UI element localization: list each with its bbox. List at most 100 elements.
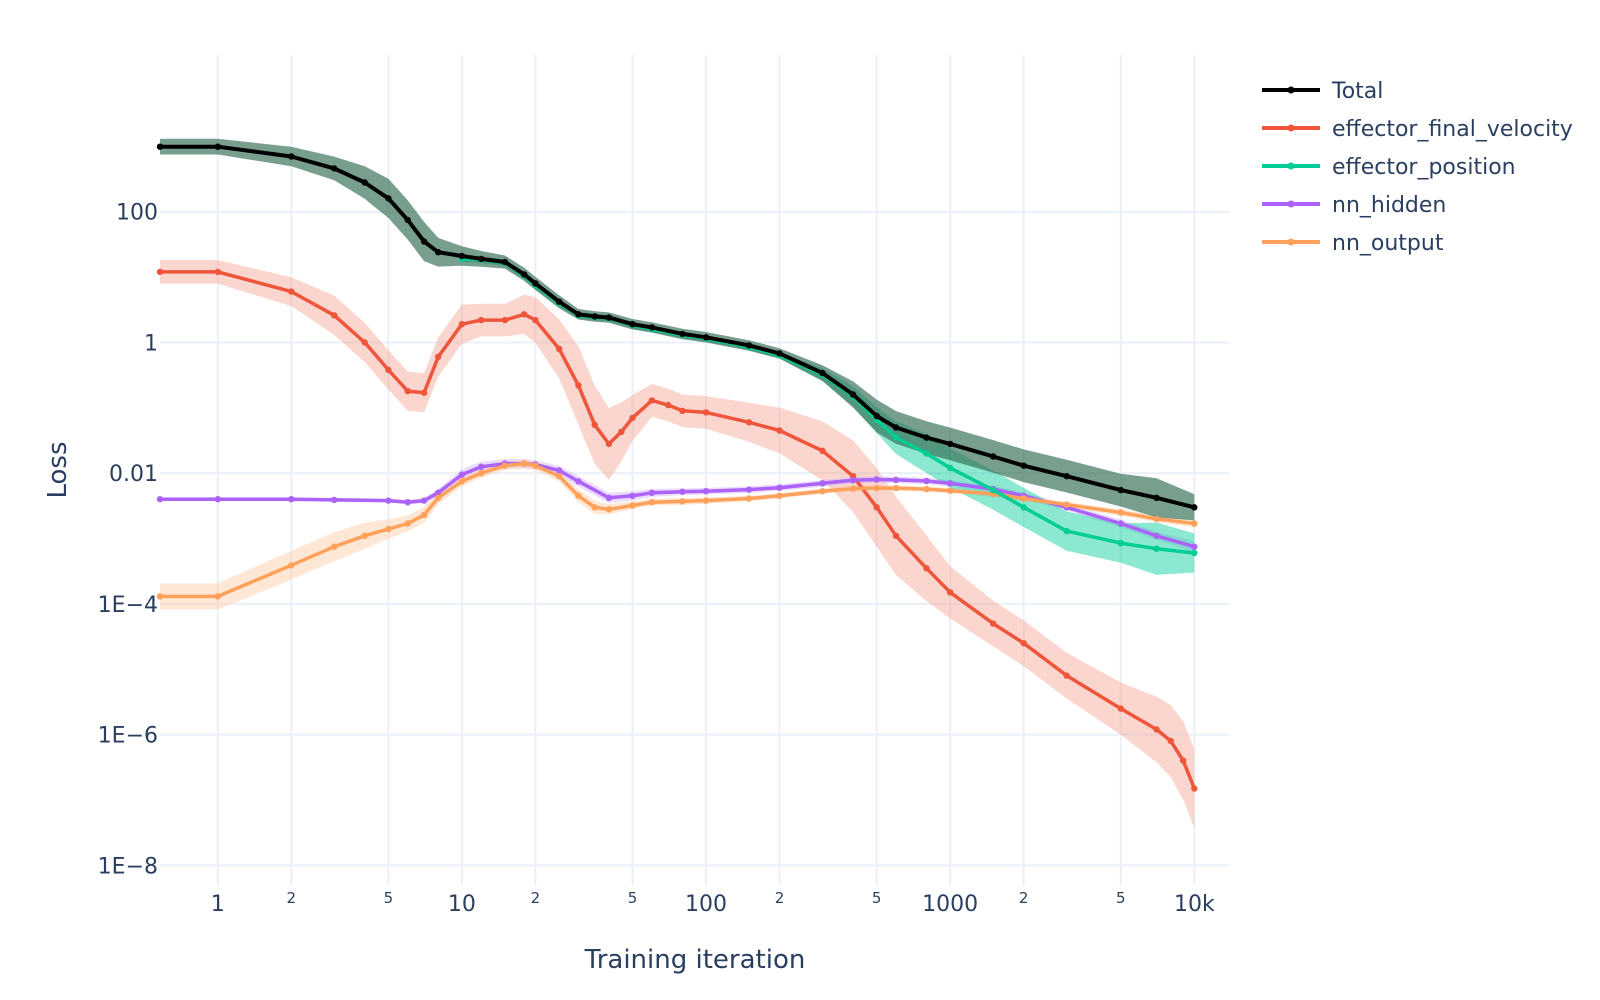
data-point-effector-final-velocity <box>420 389 428 396</box>
data-point-effector-final-velocity <box>1180 757 1187 764</box>
data-point-nn-hidden <box>575 478 582 485</box>
data-point-nn-hidden <box>648 489 656 496</box>
data-point-nn-output <box>501 462 509 469</box>
data-point-nn-output <box>331 543 338 550</box>
data-point-nn-hidden <box>435 489 442 496</box>
data-point-nn-hidden <box>819 480 826 487</box>
data-point-effector-final-velocity <box>1153 726 1160 733</box>
x-tick-minor-label: 2 <box>1019 889 1029 907</box>
data-point-Total <box>990 453 997 460</box>
legend-item-Total[interactable]: Total <box>1262 79 1383 104</box>
data-point-effector-final-velocity <box>288 288 295 295</box>
data-point-effector-position <box>1063 527 1070 535</box>
data-point-nn-hidden <box>629 492 636 499</box>
data-point-effector-final-velocity <box>156 268 164 276</box>
y-tick-label: 1E−8 <box>98 854 158 879</box>
data-point-nn-hidden <box>1191 543 1198 550</box>
data-point-Total <box>214 143 221 150</box>
x-tick-label: 100 <box>685 892 727 917</box>
data-point-nn-hidden <box>679 488 686 495</box>
data-point-effector-final-velocity <box>923 565 930 572</box>
data-point-effector-final-velocity <box>532 316 539 324</box>
data-point-Total <box>420 238 428 245</box>
legend-item-effector-position[interactable]: effector_position <box>1262 155 1516 180</box>
data-point-nn-output <box>629 502 636 509</box>
data-point-Total <box>1153 494 1160 501</box>
data-point-nn-hidden <box>892 476 900 484</box>
data-point-Total <box>555 298 563 305</box>
data-point-effector-position <box>923 450 930 457</box>
data-point-effector-position <box>1191 549 1198 557</box>
data-point-Total <box>156 143 164 150</box>
data-point-nn-output <box>385 525 392 533</box>
data-point-effector-position <box>947 464 954 472</box>
data-point-nn-hidden <box>776 484 783 491</box>
data-point-Total <box>923 434 930 441</box>
x-tick-minor-label: 2 <box>775 889 785 907</box>
series-line-nn-hidden <box>158 461 1197 549</box>
y-tick-label: 1 <box>144 331 158 356</box>
y-axis-title: Loss <box>43 441 73 498</box>
data-point-nn-output <box>214 593 221 600</box>
data-point-Total <box>1020 462 1027 469</box>
data-point-effector-final-velocity <box>521 311 528 318</box>
legend-swatch-marker <box>1287 86 1295 94</box>
data-point-effector-final-velocity <box>361 339 368 346</box>
data-point-Total <box>679 330 686 338</box>
data-point-Total <box>819 369 826 377</box>
data-point-effector-final-velocity <box>605 440 613 448</box>
data-point-nn-hidden <box>849 477 857 484</box>
x-tick-label: 1 <box>211 892 225 917</box>
data-point-effector-position <box>1117 539 1125 547</box>
data-point-effector-position <box>892 434 900 441</box>
data-point-Total <box>288 153 295 160</box>
y-tick-label: 1E−4 <box>98 593 158 618</box>
data-point-nn-hidden <box>404 499 411 506</box>
data-point-nn-hidden <box>458 471 466 478</box>
legend-item-nn-hidden[interactable]: nn_hidden <box>1262 193 1446 218</box>
data-point-nn-hidden <box>478 463 485 470</box>
data-point-effector-final-velocity <box>1020 640 1027 647</box>
y-tick-label: 100 <box>116 201 158 226</box>
x-tick-label: 1000 <box>922 892 978 917</box>
data-point-Total <box>435 249 442 256</box>
data-point-nn-output <box>947 487 954 494</box>
data-point-effector-final-velocity <box>819 447 826 454</box>
legend-item-nn-output[interactable]: nn_output <box>1262 231 1444 256</box>
data-point-nn-output <box>776 492 783 499</box>
data-point-Total <box>361 179 368 186</box>
data-point-nn-output <box>679 498 686 505</box>
data-point-nn-output <box>648 499 656 506</box>
data-point-Total <box>385 195 392 202</box>
data-point-effector-position <box>1020 504 1027 511</box>
data-point-effector-final-velocity <box>385 366 392 374</box>
data-point-Total <box>629 321 636 328</box>
legend-label: nn_output <box>1332 231 1444 256</box>
legend-item-effector-final-velocity[interactable]: effector_final_velocity <box>1262 117 1573 142</box>
data-point-nn-hidden <box>923 477 930 485</box>
x-tick-minor-label: 5 <box>1116 889 1126 907</box>
data-point-Total <box>1191 504 1198 511</box>
data-point-nn-hidden <box>288 496 295 503</box>
data-point-nn-output <box>1191 520 1198 527</box>
data-point-effector-final-velocity <box>331 312 338 319</box>
x-axis-ticks: 1 10 100 1000 10k 2 5 2 5 2 5 2 5 <box>211 889 1215 917</box>
data-point-effector-final-velocity <box>618 428 625 435</box>
data-point-Total <box>575 311 582 318</box>
legend[interactable]: Total effector_final_velocity effector_pos… <box>1262 79 1573 256</box>
x-tick-minor-label: 5 <box>384 889 394 907</box>
data-point-nn-output <box>532 462 539 469</box>
data-point-effector-final-velocity <box>591 421 598 428</box>
data-point-nn-output <box>1020 495 1027 502</box>
data-point-nn-output <box>1063 501 1070 508</box>
data-point-effector-final-velocity <box>665 401 672 409</box>
data-point-effector-final-velocity <box>892 532 900 539</box>
data-point-Total <box>873 412 880 420</box>
data-point-Total <box>849 391 857 398</box>
series-line-Total <box>158 144 1197 510</box>
data-point-effector-final-velocity <box>947 589 954 596</box>
data-point-nn-hidden <box>605 494 613 501</box>
data-point-nn-output <box>892 484 900 492</box>
data-point-effector-final-velocity <box>478 316 485 324</box>
